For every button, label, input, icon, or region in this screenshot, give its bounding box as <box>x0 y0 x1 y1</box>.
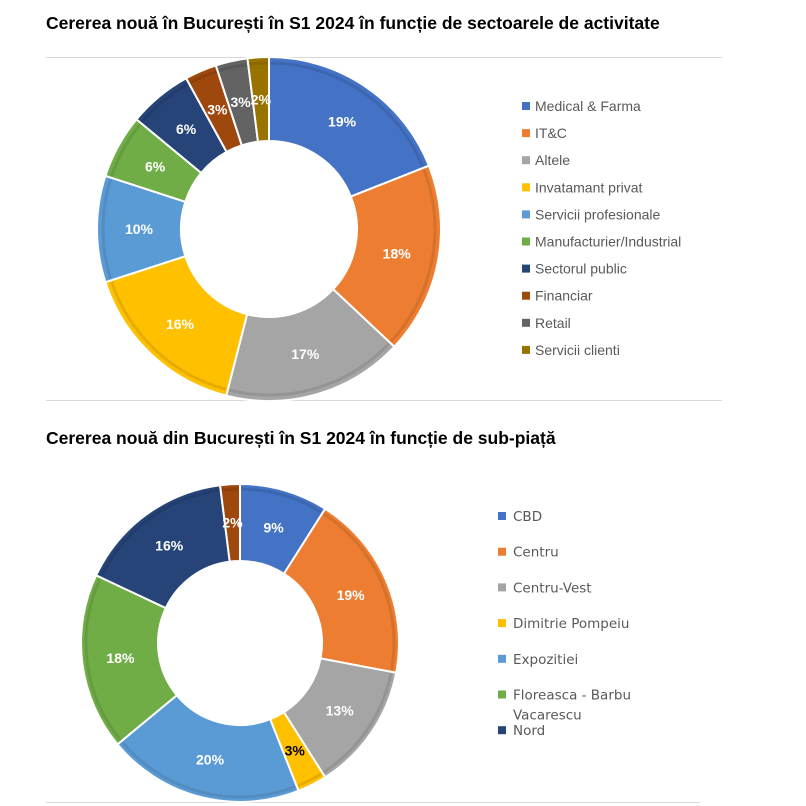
legend-swatch <box>522 156 530 165</box>
legend-label: Invatamant privat <box>535 179 642 195</box>
legend-label: Retail <box>535 315 571 331</box>
slice-label: 16% <box>155 538 184 554</box>
slice-rim <box>189 70 217 85</box>
legend-label: Nord <box>513 723 545 739</box>
slice-label: 19% <box>337 587 366 603</box>
slice-other <box>218 482 241 563</box>
slice-rim <box>84 578 122 741</box>
slice-label: 18% <box>383 245 412 261</box>
slice-label: 2% <box>251 91 272 107</box>
slice-servicii-clienti <box>246 55 270 143</box>
slice-rim <box>241 487 323 514</box>
slice-label: 13% <box>326 703 355 719</box>
slice-label: 6% <box>145 158 166 174</box>
legend-swatch <box>498 619 506 628</box>
slice-label: 6% <box>176 121 197 137</box>
slice-rim <box>322 673 393 774</box>
slice-rim <box>141 83 189 123</box>
legend-label: Floreasca - Barbu Vacarescu <box>513 688 631 724</box>
chart-2-bottom-divider <box>46 802 700 803</box>
slice-label: 3% <box>231 94 252 110</box>
slice-rim <box>99 488 220 577</box>
legend-swatch <box>522 183 530 192</box>
slice-rim <box>270 61 425 167</box>
slice-label: 2% <box>222 515 243 531</box>
donut-chart-1: 19%18%17%16%10%6%6%3% 3% 2% <box>96 55 442 402</box>
legend-label: Centru <box>513 545 559 561</box>
donut-chart-2: 9% 19% 13% 3% 20% 18% 16% 2% <box>80 482 400 803</box>
slice-nord <box>94 484 231 610</box>
legend-label: Dimitrie Pompeiu <box>513 616 630 632</box>
legend-2: CBD Centru Centru-Vest Dimitrie Pompeiu Expo… <box>498 509 631 739</box>
slice-rim <box>121 741 296 799</box>
legend-swatch <box>522 291 530 300</box>
chart-1-bottom-divider <box>46 400 722 401</box>
legend-swatch <box>522 102 530 110</box>
legend-1: Medical & Farma IT&C Altele Invatamant priv… <box>522 98 681 358</box>
legend-label: Expozitiei <box>513 652 578 668</box>
chart-1-top-divider <box>46 57 722 58</box>
legend-swatch <box>522 264 530 273</box>
legend-swatch <box>498 583 506 592</box>
legend-swatch <box>522 318 530 327</box>
slice-label: 19% <box>328 113 357 129</box>
slice-centru <box>282 507 400 674</box>
legend-label: Servicii clienti <box>535 342 620 358</box>
slice-label: 18% <box>106 650 135 666</box>
legend-swatch <box>498 654 506 663</box>
slice-rim <box>222 487 239 492</box>
slice-label: 3% <box>285 742 306 758</box>
legend-swatch <box>522 345 530 354</box>
slice-rim <box>228 342 390 397</box>
legend-swatch <box>498 547 506 556</box>
legend-label: Medical & Farma <box>535 98 641 114</box>
legend-swatch <box>522 210 530 219</box>
chart-2-title: Cererea nouă din București în S1 2024 în… <box>46 428 556 448</box>
legend-label: IT&C <box>535 125 567 141</box>
legend-swatch <box>522 237 530 246</box>
legend-label: Manufacturier/Industrial <box>535 234 681 250</box>
slice-label: 3% <box>207 102 228 118</box>
slice-floreasca-barbu-vacarescu <box>80 573 179 746</box>
slice-label: 17% <box>291 346 320 362</box>
legend-label: Centru-Vest <box>513 580 592 596</box>
slice-it-c <box>331 164 442 349</box>
legend-label: Servicii profesionale <box>535 206 660 222</box>
slice-rim <box>110 123 142 177</box>
slice-rim <box>249 61 268 66</box>
slice-label: 9% <box>264 519 285 535</box>
legend-label: Altele <box>535 152 570 168</box>
legend-label: Financiar <box>535 288 593 304</box>
slice-rim <box>101 178 113 280</box>
chart-1-title: Cererea nouă în București în S1 2024 în … <box>46 13 660 33</box>
legend-swatch <box>522 129 530 138</box>
slice-label: 20% <box>196 752 225 768</box>
legend-swatch <box>498 690 506 699</box>
slice-rim <box>110 281 227 391</box>
slice-rim <box>390 168 437 343</box>
legend-swatch <box>498 512 506 520</box>
slice-label: 10% <box>125 221 154 237</box>
slice-medical-farma <box>268 55 431 198</box>
legend-label: CBD <box>513 509 542 525</box>
legend-swatch <box>498 726 506 735</box>
slice-rim <box>218 63 247 73</box>
legend-label: Sectorul public <box>535 261 627 277</box>
slice-label: 16% <box>166 316 195 332</box>
slice-rim <box>297 772 323 788</box>
slice-rim <box>322 512 396 671</box>
